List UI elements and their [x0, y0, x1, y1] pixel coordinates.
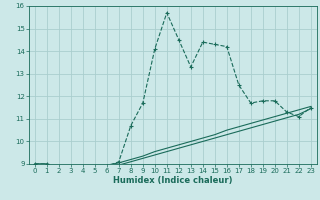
- X-axis label: Humidex (Indice chaleur): Humidex (Indice chaleur): [113, 176, 233, 185]
